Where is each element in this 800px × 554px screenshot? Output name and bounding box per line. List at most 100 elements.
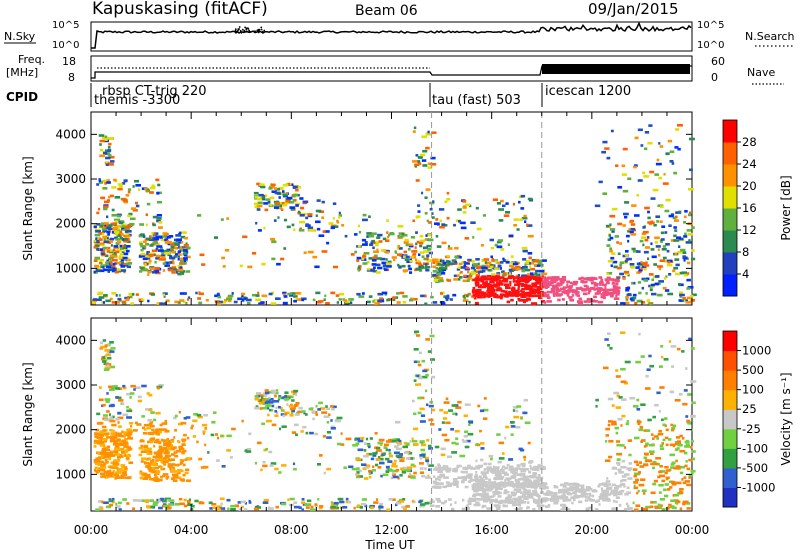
heatmap-cell bbox=[290, 390, 295, 394]
heatmap-cell bbox=[646, 299, 651, 302]
x-tick-label: 20:00 bbox=[575, 523, 610, 537]
heatmap-cell bbox=[497, 284, 500, 287]
heatmap-cell bbox=[152, 418, 157, 422]
heatmap-cell bbox=[293, 295, 298, 298]
heatmap-cell bbox=[103, 294, 108, 297]
heatmap-cell bbox=[605, 440, 608, 443]
heatmap-cell bbox=[650, 197, 656, 200]
heatmap-cell bbox=[550, 496, 555, 499]
heatmap-cell bbox=[164, 238, 169, 242]
freq-panel-frame bbox=[90, 55, 693, 82]
heatmap-cell bbox=[409, 260, 413, 263]
heatmap-cell bbox=[424, 246, 427, 249]
heatmap-cell bbox=[375, 263, 381, 267]
heatmap-cell bbox=[665, 243, 670, 246]
heatmap-cell bbox=[528, 293, 532, 296]
heatmap-cell bbox=[580, 493, 584, 496]
heatmap-cell bbox=[358, 230, 362, 234]
heatmap-cell bbox=[356, 469, 362, 473]
heatmap-cell bbox=[146, 202, 151, 206]
heatmap-cell bbox=[377, 466, 382, 469]
heatmap-cell bbox=[315, 214, 318, 217]
heatmap-cell bbox=[543, 482, 548, 486]
heatmap-cell bbox=[171, 446, 177, 449]
heatmap-cell bbox=[487, 469, 489, 472]
heatmap-cell bbox=[526, 224, 533, 227]
heatmap-cell bbox=[689, 137, 695, 141]
heatmap-cell bbox=[537, 259, 542, 263]
heatmap-cell bbox=[500, 276, 504, 279]
heatmap-cell bbox=[499, 501, 503, 504]
heatmap-cell bbox=[294, 198, 297, 202]
heatmap-cell bbox=[323, 415, 330, 418]
heatmap-cell bbox=[422, 149, 428, 153]
heatmap-cell bbox=[259, 407, 263, 410]
heatmap-cell bbox=[656, 437, 659, 440]
heatmap-cell bbox=[692, 457, 695, 461]
heatmap-cell bbox=[569, 482, 574, 486]
heatmap-cell bbox=[260, 468, 263, 472]
heatmap-cell bbox=[516, 282, 522, 286]
heatmap-cell bbox=[431, 212, 434, 215]
heatmap-cell bbox=[522, 300, 526, 304]
heatmap-cell bbox=[538, 294, 543, 298]
date-title: 09/Jan/2015 bbox=[588, 0, 679, 18]
heatmap-cell bbox=[419, 440, 425, 443]
heatmap-cell bbox=[164, 458, 167, 462]
heatmap-cell bbox=[665, 469, 671, 472]
heatmap-cell bbox=[264, 389, 269, 392]
heatmap-cell bbox=[640, 144, 644, 147]
heatmap-cell bbox=[297, 210, 301, 214]
heatmap-cell bbox=[382, 473, 389, 477]
heatmap-cell bbox=[143, 445, 149, 448]
heatmap-cell bbox=[119, 441, 122, 444]
heatmap-cell bbox=[518, 507, 523, 510]
heatmap-cell bbox=[675, 263, 680, 267]
heatmap-cell bbox=[165, 299, 170, 302]
heatmap-cell bbox=[109, 249, 113, 252]
heatmap-cell bbox=[646, 368, 651, 371]
heatmap-cell bbox=[581, 495, 586, 498]
heatmap-cell bbox=[385, 239, 390, 242]
heatmap-cell bbox=[506, 463, 510, 467]
heatmap-cell bbox=[132, 499, 139, 502]
heatmap-cell bbox=[362, 255, 367, 258]
heatmap-cell bbox=[504, 283, 510, 286]
heatmap-cell bbox=[511, 476, 516, 479]
heatmap-cell bbox=[428, 468, 431, 471]
heatmap-cell bbox=[669, 443, 676, 447]
heatmap-cell bbox=[150, 470, 154, 474]
heatmap-cell bbox=[607, 332, 611, 335]
heatmap-cell bbox=[632, 405, 639, 408]
heatmap-cell bbox=[561, 290, 566, 294]
heatmap-cell bbox=[362, 243, 368, 246]
heatmap-cell bbox=[593, 283, 598, 287]
heatmap-cell bbox=[180, 272, 185, 275]
heatmap-cell bbox=[153, 466, 159, 470]
heatmap-cell bbox=[500, 294, 504, 297]
heatmap-cell bbox=[368, 475, 372, 479]
heatmap-cell bbox=[578, 297, 582, 301]
heatmap-cell bbox=[263, 394, 268, 397]
heatmap-cell bbox=[103, 455, 110, 459]
heatmap-cell bbox=[175, 449, 182, 453]
heatmap-cell bbox=[147, 440, 149, 444]
heatmap-cell bbox=[435, 218, 439, 221]
heatmap-cell bbox=[539, 467, 546, 470]
heatmap-cell bbox=[252, 293, 257, 297]
heatmap-cell bbox=[453, 468, 457, 471]
heatmap-cell bbox=[317, 463, 321, 466]
heatmap-cell bbox=[527, 287, 534, 291]
heatmap-cell bbox=[140, 248, 144, 252]
heatmap-cell bbox=[158, 226, 163, 229]
heatmap-cell bbox=[537, 261, 543, 265]
heatmap-cell bbox=[285, 412, 288, 416]
heatmap-cell bbox=[145, 243, 150, 246]
heatmap-cell bbox=[550, 287, 555, 291]
heatmap-cell bbox=[101, 456, 105, 459]
heatmap-cell bbox=[530, 267, 536, 271]
heatmap-cell bbox=[414, 330, 420, 334]
heatmap-cell bbox=[110, 435, 116, 438]
heatmap-cell bbox=[486, 507, 491, 510]
colorbar-tick-label: -500 bbox=[742, 461, 768, 475]
